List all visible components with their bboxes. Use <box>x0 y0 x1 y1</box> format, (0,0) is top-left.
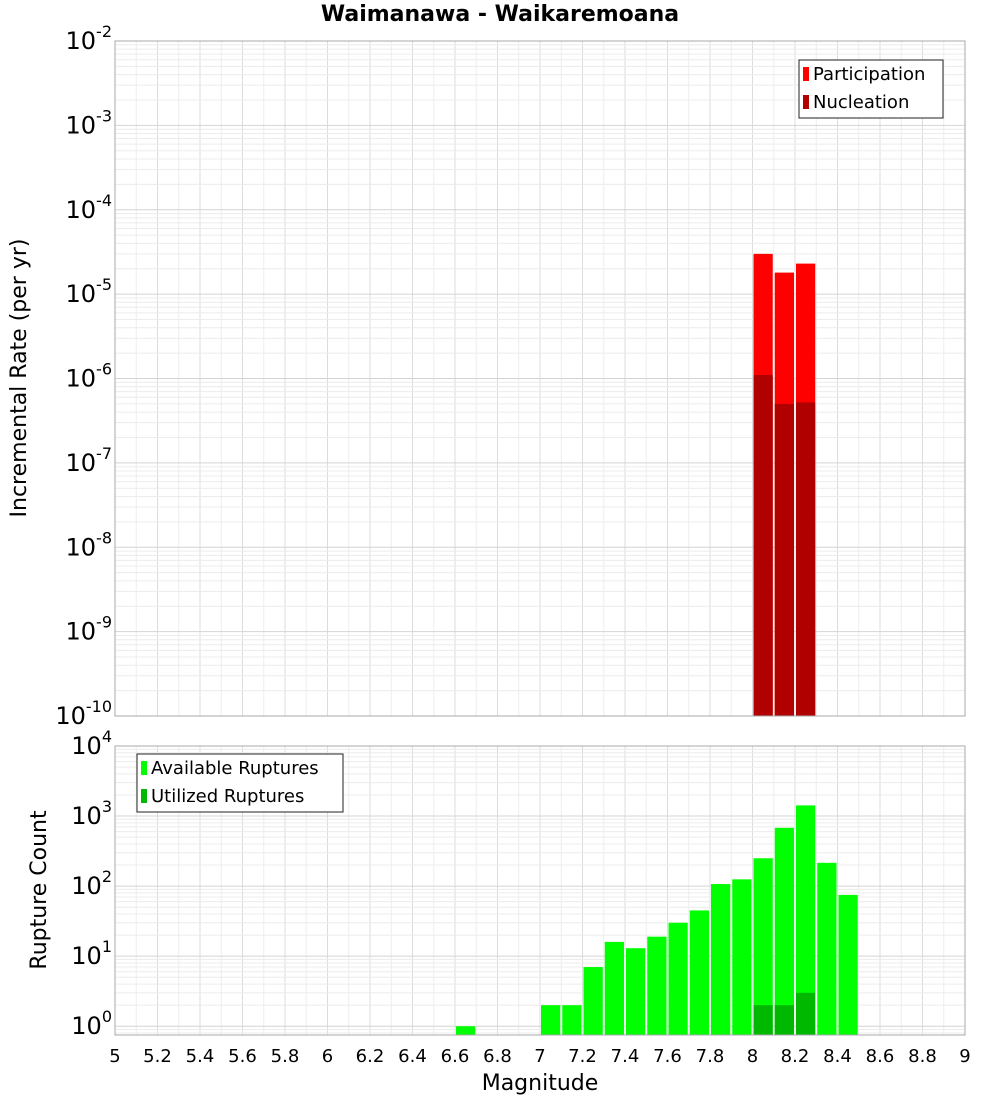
y-tick-label: 104 <box>71 727 112 760</box>
x-tick-label: 8.8 <box>908 1046 937 1067</box>
legend-box <box>798 59 944 119</box>
y-tick-label: 103 <box>71 797 112 830</box>
x-tick-label: 5.8 <box>271 1046 300 1067</box>
bar <box>796 805 816 1035</box>
x-tick-label: 6.2 <box>356 1046 385 1067</box>
bar <box>753 375 773 716</box>
bar <box>753 858 773 1035</box>
bar <box>774 827 794 1035</box>
legend-label: Participation <box>813 64 925 85</box>
legend-box <box>136 753 344 813</box>
x-tick-label: 7.2 <box>568 1046 597 1067</box>
x-tick-label: 8.4 <box>823 1046 852 1067</box>
y-tick-label: 10-7 <box>66 444 113 477</box>
panel-2: 100 101 102 103 104 5 5.2 5.4 5.6 5.8 6 6.2 6.4 6.6 6.… <box>27 727 971 1096</box>
x-tick-label: 6 <box>322 1046 333 1067</box>
x-tick-label: 8.6 <box>866 1046 895 1067</box>
bar <box>626 948 646 1035</box>
y-tick-label: 10-2 <box>66 22 113 55</box>
legend-swatch <box>803 67 809 81</box>
legend-label: Utilized Ruptures <box>151 786 304 807</box>
bar <box>774 1005 794 1035</box>
y-tick-label: 10-6 <box>66 360 113 393</box>
y-tick-label: 10-9 <box>66 613 113 646</box>
bar <box>817 862 837 1035</box>
bar <box>583 967 603 1035</box>
bar <box>796 402 816 716</box>
x-tick-label: 8 <box>747 1046 758 1067</box>
legend-swatch <box>803 95 809 109</box>
x-tick-label: 5.2 <box>143 1046 172 1067</box>
x-tick-label: 9 <box>959 1046 970 1067</box>
bar <box>753 1005 773 1035</box>
x-tick-label: 7.6 <box>653 1046 682 1067</box>
y-tick-label: 102 <box>71 867 112 900</box>
y-tick-label: 10-3 <box>66 106 113 139</box>
x-tick-label: 6.4 <box>398 1046 427 1067</box>
bar <box>562 1005 582 1035</box>
x-axis-title: Magnitude <box>482 1071 599 1096</box>
legend-label: Available Ruptures <box>151 758 319 779</box>
y-tick-label: 10-4 <box>66 191 113 224</box>
bar <box>838 894 858 1035</box>
y-tick-label: 10-8 <box>66 528 113 561</box>
y-tick-label: 100 <box>71 1007 112 1040</box>
x-tick-label: 6.8 <box>483 1046 512 1067</box>
y-axis-title: Rupture Count <box>27 810 52 970</box>
legend-swatch <box>141 761 147 775</box>
bar <box>604 941 624 1035</box>
x-tick-label: 7 <box>534 1046 545 1067</box>
bar <box>711 884 731 1035</box>
x-tick-label: 5 <box>109 1046 120 1067</box>
bar <box>732 879 752 1035</box>
bar <box>668 922 688 1035</box>
legend: Available Ruptures Utilized Ruptures <box>136 753 344 813</box>
x-tick-label: 7.4 <box>611 1046 640 1067</box>
y-tick-label: 101 <box>71 937 112 970</box>
y-tick-label: 10-10 <box>55 697 112 730</box>
legend-swatch <box>141 789 147 803</box>
x-tick-label: 6.6 <box>441 1046 470 1067</box>
legend: Participation Nucleation <box>798 59 944 119</box>
x-tick-label: 8.2 <box>781 1046 810 1067</box>
x-tick-label: 7.8 <box>696 1046 725 1067</box>
plot-border <box>114 40 966 717</box>
bar <box>456 1026 476 1035</box>
plot-border <box>114 745 966 1036</box>
bar <box>774 403 794 716</box>
x-tick-label: 5.4 <box>186 1046 215 1067</box>
bar <box>796 992 816 1035</box>
y-axis-title: Incremental Rate (per yr) <box>7 239 32 518</box>
bar <box>541 1005 561 1035</box>
x-tick-label: 5.6 <box>228 1046 257 1067</box>
legend-label: Nucleation <box>813 92 909 113</box>
bar <box>689 910 709 1035</box>
bar <box>647 936 667 1035</box>
y-tick-label: 10-5 <box>66 275 113 308</box>
chart-title: Waimanawa - Waikaremoana <box>320 2 680 27</box>
panel-1: 10-10 10-9 10-8 10-7 10-6 10-5 10-4 10-3 10-2 Inc… <box>7 22 966 730</box>
